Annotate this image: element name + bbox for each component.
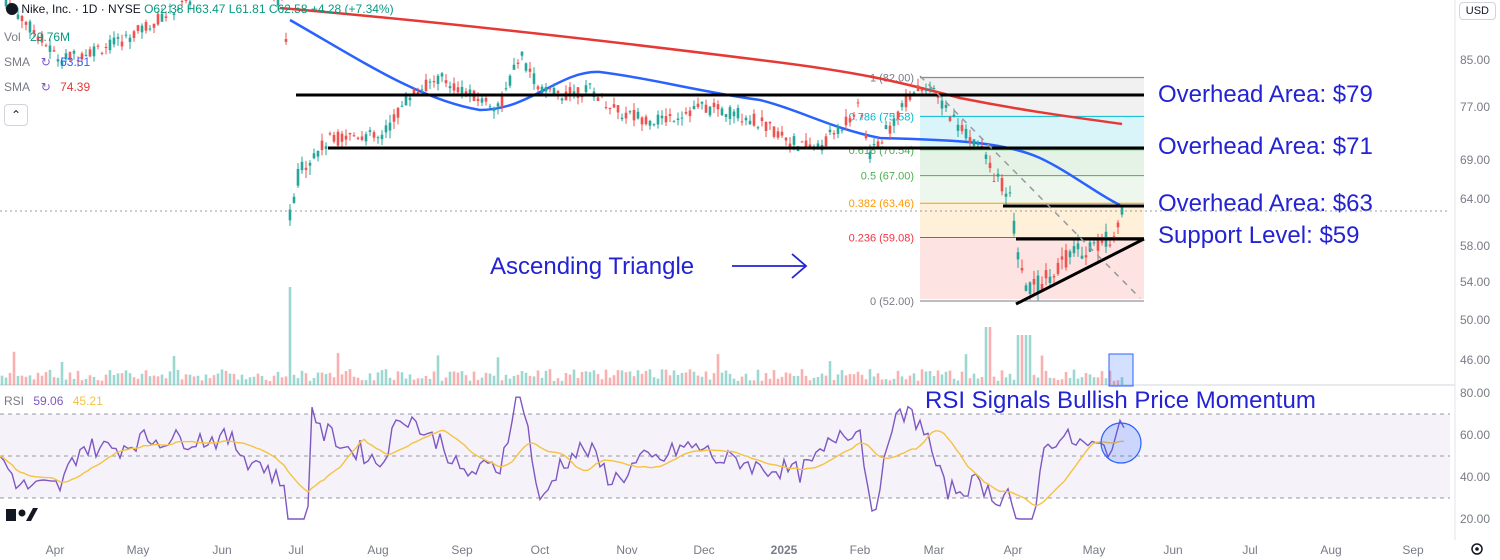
time-tick-label: Sep bbox=[1402, 543, 1424, 557]
time-tick-label: Jul bbox=[1242, 543, 1257, 557]
legend-sma2-label: SMA bbox=[4, 80, 30, 94]
price-axis[interactable]: 85.00 77.00 69.00 64.00 58.00 54.00 50.00 46.00 bbox=[0, 53, 1490, 367]
rsi-tick-label: 40.00 bbox=[1460, 470, 1490, 484]
fib-level-label: 0 (52.00) bbox=[870, 296, 914, 308]
time-tick-label: Apr bbox=[1004, 543, 1023, 557]
legend-volume[interactable]: Vol 29.76M bbox=[4, 30, 70, 44]
currency-selector[interactable]: USD bbox=[1458, 2, 1496, 20]
time-tick-label: May bbox=[1083, 543, 1106, 557]
time-tick-label: May bbox=[127, 543, 150, 557]
time-tick-label: Mar bbox=[924, 543, 945, 557]
sma-50-line bbox=[289, 18, 1121, 207]
time-tick-label: Aug bbox=[367, 543, 388, 557]
time-tick-label: Jun bbox=[1163, 543, 1182, 557]
collapse-legend-button[interactable]: ⌃ bbox=[4, 104, 28, 126]
legend-rsi-label: RSI bbox=[4, 394, 25, 408]
fib-trend-line bbox=[919, 75, 1141, 299]
rsi-axis[interactable]: 80.00 60.00 40.00 20.00 bbox=[1460, 386, 1490, 526]
settings-gear-icon[interactable] bbox=[1471, 543, 1483, 555]
fib-level-label: 0.382 (63.46) bbox=[849, 198, 914, 210]
time-tick-label: Oct bbox=[531, 543, 550, 557]
price-tick-label: 54.00 bbox=[1460, 275, 1490, 289]
triangle-trendline[interactable] bbox=[1015, 237, 1145, 306]
annotation-overhead-71: Overhead Area: $71 bbox=[1158, 133, 1373, 160]
volume-bars bbox=[0, 287, 1124, 385]
nike-logo-icon bbox=[6, 3, 18, 15]
time-axis[interactable]: Apr May Jun Jul Aug Sep Oct Nov Dec 2025 Feb Mar Apr… bbox=[46, 543, 1424, 557]
chart-header: Nike, Inc. · 1D · NYSE O62.38 H63.47 L61… bbox=[6, 2, 394, 16]
legend-sma2-value: 74.39 bbox=[60, 80, 91, 94]
ohlc-values: O62.38 H63.47 L61.81 C62.58 +4.28 (+7.34… bbox=[144, 2, 394, 16]
legend-sma1-value: 63.51 bbox=[60, 55, 91, 69]
fib-level-label: 1 (82.00) bbox=[870, 73, 914, 85]
annotation-ascending-triangle: Ascending Triangle bbox=[490, 253, 694, 280]
fib-level-label: 0.5 (67.00) bbox=[861, 171, 914, 183]
annotation-overhead-79: Overhead Area: $79 bbox=[1158, 81, 1373, 108]
annotation-rsi: RSI Signals Bullish Price Momentum bbox=[925, 387, 1316, 414]
price-tick-label: 64.00 bbox=[1460, 192, 1490, 206]
time-tick-label: Nov bbox=[616, 543, 637, 557]
rsi-highlight-circle bbox=[1100, 422, 1142, 464]
annotation-overhead-63: Overhead Area: $63 bbox=[1158, 190, 1373, 217]
fib-level-label: 0.236 (59.08) bbox=[849, 233, 914, 245]
price-candles bbox=[4, 0, 1124, 301]
time-tick-label: Sep bbox=[451, 543, 473, 557]
symbol-title[interactable]: Nike, Inc. · 1D · NYSE bbox=[21, 2, 141, 16]
legend-sma-50[interactable]: SMA ↻ 63.51 bbox=[4, 55, 90, 69]
rsi-line bbox=[0, 396, 1125, 520]
legend-volume-label: Vol bbox=[4, 30, 21, 44]
triangle-arrow-head bbox=[791, 253, 808, 279]
rsi-tick-label: 80.00 bbox=[1460, 386, 1490, 400]
price-tick-label: 69.00 bbox=[1460, 153, 1490, 167]
time-tick-label: Jul bbox=[288, 543, 303, 557]
rsi-ma-line bbox=[0, 429, 1125, 507]
legend-rsi-value: 59.06 bbox=[33, 394, 64, 408]
refresh-icon: ↻ bbox=[40, 80, 51, 94]
tradingview-logo bbox=[6, 508, 38, 521]
rsi-tick-label: 60.00 bbox=[1460, 428, 1490, 442]
time-tick-label: Aug bbox=[1320, 543, 1341, 557]
sma-200-line bbox=[279, 6, 1123, 126]
volume-highlight-box bbox=[1108, 353, 1134, 387]
fib-level-label: 0.786 (75.58) bbox=[849, 111, 914, 123]
time-tick-label: Dec bbox=[693, 543, 714, 557]
legend-sma-200[interactable]: SMA ↻ 74.39 bbox=[4, 80, 90, 94]
price-tick-label: 50.00 bbox=[1460, 313, 1490, 327]
rsi-tick-label: 20.00 bbox=[1460, 512, 1490, 526]
price-tick-label: 85.00 bbox=[1460, 53, 1490, 67]
legend-sma1-label: SMA bbox=[4, 55, 30, 69]
price-tick-label: 77.00 bbox=[1460, 100, 1490, 114]
time-tick-label: 2025 bbox=[771, 543, 798, 557]
time-tick-label: Apr bbox=[46, 543, 65, 557]
refresh-icon: ↻ bbox=[40, 55, 51, 69]
price-tick-label: 58.00 bbox=[1460, 239, 1490, 253]
annotation-support-59: Support Level: $59 bbox=[1158, 222, 1359, 249]
legend-volume-value: 29.76M bbox=[30, 30, 71, 44]
legend-rsi-ma-value: 45.21 bbox=[72, 394, 103, 408]
legend-rsi[interactable]: RSI 59.06 45.21 bbox=[4, 394, 103, 408]
time-tick-label: Feb bbox=[850, 543, 871, 557]
time-tick-label: Jun bbox=[212, 543, 231, 557]
price-tick-label: 46.00 bbox=[1460, 353, 1490, 367]
